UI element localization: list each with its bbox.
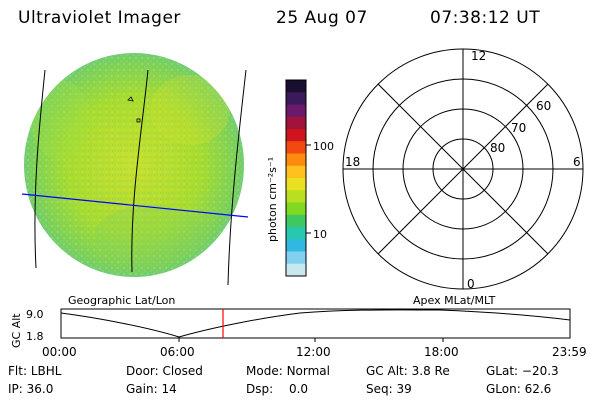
- alt-x-tick: 23:59: [552, 345, 587, 359]
- colorbar-segment: [286, 165, 306, 179]
- colorbar-unit-label: photon cm⁻²s⁻¹: [266, 157, 279, 242]
- alt-x-tick: 12:00: [296, 345, 331, 359]
- altitude-curve: [60, 309, 571, 338]
- colorbar-segment: [286, 80, 306, 93]
- colorbar-segment: [286, 202, 306, 216]
- status-gain: Gain: 14: [126, 382, 177, 396]
- colorbar-tick-10: 10: [313, 228, 327, 241]
- colorbar-segment: [286, 178, 306, 191]
- time-label: 07:38:12 UT: [430, 8, 541, 28]
- colorbar-segment: [286, 263, 306, 277]
- colorbar-segment: [286, 116, 306, 130]
- equator-line: [21, 193, 249, 218]
- instrument-title: Ultraviolet Imager: [18, 8, 181, 28]
- colorbar-segment: [286, 190, 306, 203]
- mlt-label-0: 0: [467, 277, 475, 291]
- alt-y-tick-top: 9.0: [26, 308, 44, 321]
- uv-earth-image: [24, 53, 244, 277]
- altitude-plot: [60, 308, 571, 342]
- status-flt: Flt: LBHL: [8, 364, 62, 378]
- alt-x-tick: 06:00: [160, 345, 195, 359]
- status-ip: IP: 36.0: [8, 382, 54, 396]
- colorbar: [286, 80, 306, 277]
- status-mode: Mode: Normal: [246, 364, 330, 378]
- colorbar-segment: [286, 141, 306, 154]
- mlat-label-60: 60: [536, 99, 551, 113]
- alt-x-tick: 00:00: [42, 345, 77, 359]
- apex-panel-label: Apex MLat/MLT: [413, 294, 496, 307]
- mlat-label-80: 80: [490, 141, 505, 155]
- coast-outline: [136, 118, 141, 123]
- colorbar-segment: [286, 251, 306, 265]
- colorbar-segment: [286, 227, 306, 240]
- status-dsp: Dsp: 0.0: [246, 382, 309, 396]
- colorbar-segment: [286, 129, 306, 142]
- colorbar-tick-100: 100: [313, 140, 334, 153]
- status-glon: GLon: 62.6: [486, 382, 552, 396]
- alt-y-label: GC Alt: [10, 313, 23, 348]
- status-door: Door: Closed: [126, 364, 203, 378]
- status-gcalt: GC Alt: 3.8 Re: [366, 364, 450, 378]
- colorbar-segment: [286, 104, 306, 118]
- mlt-label-6: 6: [573, 155, 581, 169]
- status-seq: Seq: 39: [366, 382, 412, 396]
- status-glat: GLat: −20.3: [486, 364, 559, 378]
- mlt-label-18: 18: [345, 155, 360, 169]
- colorbar-segment: [286, 214, 306, 228]
- geo-grid: [21, 69, 249, 286]
- mlat-label-70: 70: [511, 121, 526, 135]
- colorbar-segment: [286, 239, 306, 252]
- alt-x-tick: 18:00: [424, 345, 459, 359]
- colorbar-segment: [286, 92, 306, 105]
- coast-outline: [127, 96, 134, 102]
- colorbar-segment: [286, 153, 306, 167]
- apex-polar-plot: [342, 48, 584, 290]
- date-label: 25 Aug 07: [276, 8, 368, 28]
- colorbar-frame: [285, 79, 307, 277]
- mlt-label-12: 12: [471, 49, 486, 63]
- geo-panel-label: Geographic Lat/Lon: [68, 294, 175, 307]
- alt-y-tick-bottom: 1.8: [26, 330, 44, 343]
